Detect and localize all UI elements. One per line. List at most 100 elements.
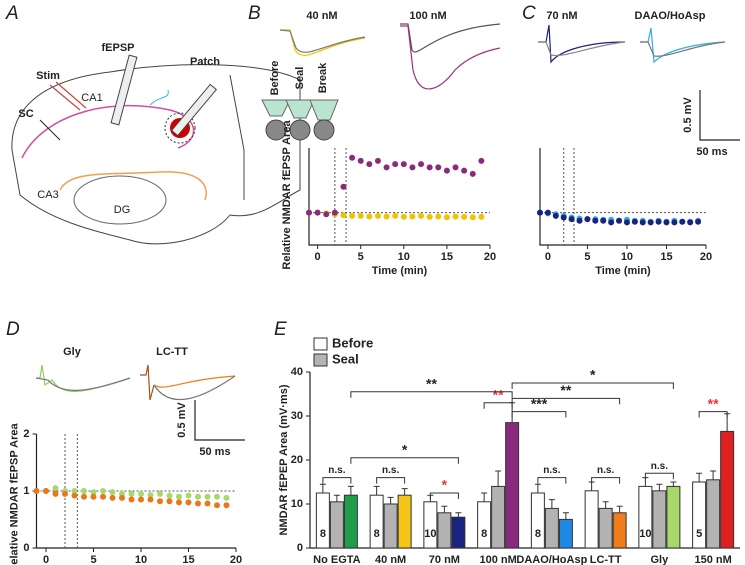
data-point [349, 212, 356, 219]
data-point [109, 494, 116, 501]
error-bar [562, 512, 569, 520]
significance-label: *** [531, 395, 548, 411]
data-point [90, 493, 97, 500]
x-tick-label: 5 [584, 251, 590, 263]
data-point [214, 502, 220, 509]
data-point [100, 488, 106, 494]
x-tick-label: 20 [700, 251, 712, 263]
bar [423, 501, 438, 549]
data-point [349, 154, 356, 161]
data-point [409, 164, 416, 171]
data-point [623, 219, 630, 226]
data-point [331, 209, 338, 216]
data-point [435, 164, 442, 171]
bar [329, 501, 344, 549]
data-point [592, 217, 599, 224]
data-point [374, 157, 381, 164]
trace [538, 41, 626, 57]
data-point [81, 493, 87, 500]
error-bar [455, 512, 462, 518]
error-bar [602, 501, 609, 509]
data-point [671, 219, 678, 226]
error-bar [347, 485, 354, 496]
x-tick-label: LC-TT [590, 554, 622, 565]
diagram-label: fEPSP [101, 42, 134, 54]
legend-label: Seal [332, 351, 359, 366]
significance-bracket [322, 477, 352, 484]
data-point [655, 218, 662, 225]
n-label: 8 [481, 528, 487, 540]
data-point [157, 490, 163, 497]
data-point [166, 498, 173, 505]
x-tick-label: 15 [182, 554, 194, 565]
data-point [71, 492, 78, 499]
data-point [392, 212, 399, 219]
data-point [461, 167, 468, 174]
x-tick-label: Gly [651, 554, 670, 565]
data-point [138, 490, 144, 497]
n-label: 8 [320, 528, 326, 540]
data-point [469, 214, 476, 221]
significance-bracket [376, 477, 406, 484]
data-point [409, 213, 416, 220]
diagram-label: SC [18, 108, 33, 120]
axis [308, 148, 490, 246]
error-bar [401, 488, 408, 496]
patch-state: Break [317, 62, 329, 93]
panel-label: E [274, 319, 287, 340]
data-point [568, 216, 575, 223]
patch-state: Before [269, 61, 281, 96]
significance-label: n.s. [651, 461, 668, 472]
data-point [647, 219, 654, 226]
data-point [426, 213, 433, 220]
trace [538, 24, 626, 64]
error-bar [710, 470, 717, 480]
significance-label: ** [708, 395, 719, 411]
bar [369, 494, 384, 549]
data-point [214, 493, 220, 500]
data-point [357, 212, 364, 219]
error-bar [548, 499, 555, 509]
data-point [52, 485, 59, 492]
error-bar [495, 470, 502, 487]
data-point [138, 496, 144, 503]
data-point [392, 161, 399, 168]
data-point [323, 211, 330, 218]
error-bar [616, 505, 623, 513]
trace [153, 375, 236, 388]
trace [280, 29, 366, 56]
data-point [128, 490, 135, 497]
y-tick-label: 10 [291, 498, 303, 510]
n-label: 5 [696, 528, 702, 540]
bar [477, 501, 492, 549]
bar [706, 479, 721, 549]
data-point [537, 209, 543, 216]
significance-bracket [511, 382, 674, 389]
data-point [695, 218, 702, 225]
error-bar [373, 485, 380, 496]
significance-bracket [644, 472, 674, 480]
x-tick-label: 0 [315, 251, 321, 263]
diagram-label: CA3 [37, 189, 58, 201]
error-bar [481, 492, 488, 502]
data-point [452, 164, 459, 171]
significance-label: ** [493, 387, 504, 403]
data-point [43, 488, 49, 494]
y-tick-label: 1 [23, 485, 29, 497]
data-point [608, 219, 615, 226]
y-axis-label: Relative NMDAR fEPSP Area [281, 120, 293, 270]
data-point [52, 490, 59, 497]
panel-label: B [248, 3, 261, 24]
trace [400, 25, 501, 90]
significance-label: ** [426, 376, 437, 392]
legend-swatch [313, 337, 328, 351]
hippocampus-diagram [11, 54, 301, 245]
bar [612, 512, 627, 549]
error-bar [696, 472, 703, 482]
bar [397, 494, 412, 549]
data-point [478, 157, 485, 164]
trace-label: LC-TT [156, 346, 188, 358]
x-tick-label: 10 [135, 554, 147, 565]
x-tick-label: 10 [398, 251, 410, 263]
bar [558, 518, 573, 549]
